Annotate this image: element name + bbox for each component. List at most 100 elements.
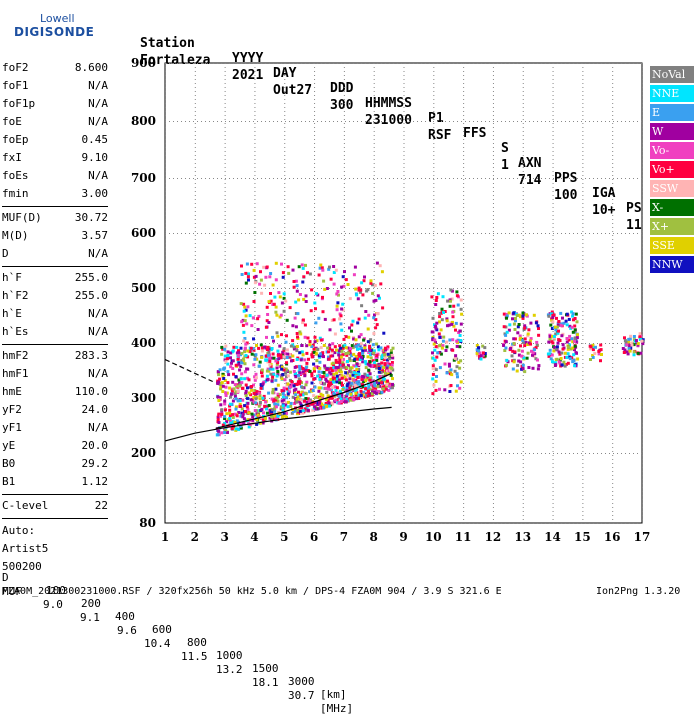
grid-dot xyxy=(493,71,494,72)
grid-dot xyxy=(201,343,202,344)
grid-dot xyxy=(284,519,285,520)
grid-dot xyxy=(561,63,562,64)
grid-dot xyxy=(433,335,434,336)
grid-dot xyxy=(609,121,610,122)
grid-dot xyxy=(284,95,285,96)
grid-dot xyxy=(493,275,494,276)
echo-point xyxy=(232,349,235,352)
grid-dot xyxy=(633,233,634,234)
echo-point xyxy=(319,381,322,384)
grid-dot xyxy=(254,203,255,204)
grid-dot xyxy=(165,195,166,196)
grid-dot xyxy=(229,523,230,524)
echo-point xyxy=(297,391,300,394)
grid-dot xyxy=(373,121,374,122)
echo-point xyxy=(298,368,301,371)
grid-dot xyxy=(573,288,574,289)
grid-dot xyxy=(642,495,643,496)
grid-dot xyxy=(433,423,434,424)
grid-dot xyxy=(612,91,613,92)
grid-dot xyxy=(309,523,310,524)
grid-dot xyxy=(209,398,210,399)
grid-dot xyxy=(165,95,166,96)
grid-dot xyxy=(523,335,524,336)
echo-point xyxy=(314,336,317,339)
echo-point xyxy=(456,372,459,375)
grid-dot xyxy=(553,171,554,172)
grid-dot xyxy=(553,251,554,252)
echo-point xyxy=(380,391,383,394)
grid-dot xyxy=(417,178,418,179)
grid-dot xyxy=(284,135,285,136)
grid-dot xyxy=(497,121,498,122)
grid-dot xyxy=(582,503,583,504)
grid-dot xyxy=(642,367,643,368)
echo-point xyxy=(303,374,306,377)
grid-dot xyxy=(344,195,345,196)
grid-dot xyxy=(612,475,613,476)
echo-point xyxy=(262,266,265,269)
grid-dot xyxy=(523,471,524,472)
echo-point xyxy=(377,294,380,297)
grid-dot xyxy=(374,399,375,400)
grid-dot xyxy=(612,99,613,100)
grid-dot xyxy=(314,199,315,200)
echo-point xyxy=(221,381,224,384)
grid-dot xyxy=(344,503,345,504)
echo-point xyxy=(361,360,364,363)
grid-dot xyxy=(457,398,458,399)
grid-dot xyxy=(404,295,405,296)
echo-point xyxy=(349,367,352,370)
grid-dot xyxy=(609,288,610,289)
grid-dot xyxy=(553,523,554,524)
echo-point xyxy=(282,395,285,398)
grid-dot xyxy=(625,288,626,289)
grid-dot xyxy=(582,515,583,516)
grid-dot xyxy=(209,343,210,344)
echo-point xyxy=(354,288,357,291)
echo-point xyxy=(305,383,308,386)
grid-dot xyxy=(441,398,442,399)
grid-dot xyxy=(509,288,510,289)
grid-dot xyxy=(404,443,405,444)
grid-dot xyxy=(642,211,643,212)
grid-dot xyxy=(284,199,285,200)
grid-dot xyxy=(195,167,196,168)
grid-dot xyxy=(612,419,613,420)
grid-dot xyxy=(612,519,613,520)
grid-dot xyxy=(437,343,438,344)
grid-dot xyxy=(642,63,643,64)
grid-dot xyxy=(165,395,166,396)
echo-point xyxy=(267,354,270,357)
grid-dot xyxy=(195,279,196,280)
echo-point xyxy=(318,370,321,373)
echo-point xyxy=(342,275,345,278)
grid-dot xyxy=(284,179,285,180)
grid-dot xyxy=(284,491,285,492)
grid-dot xyxy=(254,335,255,336)
grid-dot xyxy=(195,303,196,304)
grid-dot xyxy=(254,107,255,108)
echo-point xyxy=(321,296,324,299)
echo-point xyxy=(229,403,232,406)
grid-dot xyxy=(582,419,583,420)
grid-dot xyxy=(385,121,386,122)
grid-dot xyxy=(397,233,398,234)
grid-dot xyxy=(463,95,464,96)
echo-point xyxy=(281,399,284,402)
grid-dot xyxy=(225,407,226,408)
grid-dot xyxy=(254,227,255,228)
grid-dot xyxy=(409,121,410,122)
grid-dot xyxy=(254,315,255,316)
grid-dot xyxy=(337,178,338,179)
grid-dot xyxy=(284,115,285,116)
grid-dot xyxy=(225,251,226,252)
grid-dot xyxy=(389,523,390,524)
echo-point xyxy=(267,378,270,381)
grid-dot xyxy=(254,115,255,116)
grid-dot xyxy=(353,121,354,122)
grid-dot xyxy=(195,447,196,448)
echo-point xyxy=(327,388,330,391)
grid-dot xyxy=(523,387,524,388)
grid-dot xyxy=(284,323,285,324)
